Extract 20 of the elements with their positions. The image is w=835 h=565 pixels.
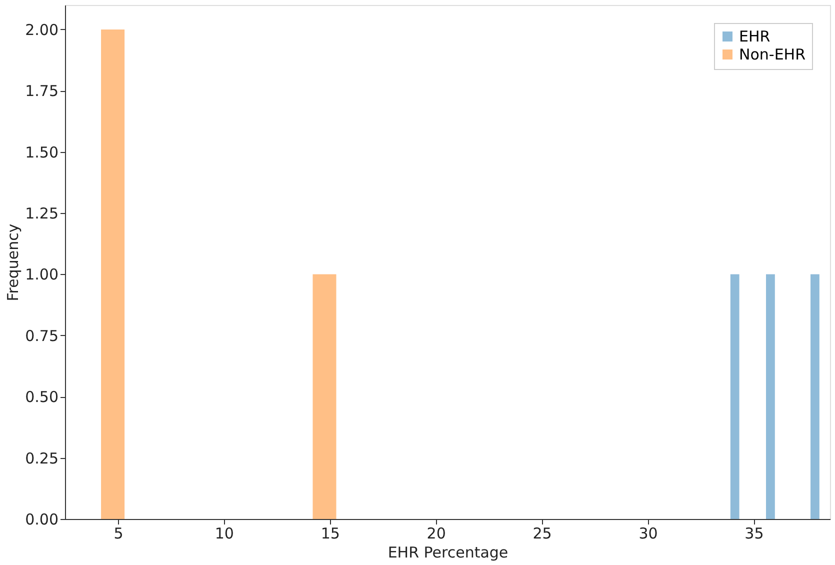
- x-tick-label: 25: [532, 524, 552, 542]
- y-tick-label: 1.75: [25, 82, 58, 100]
- y-tick-label: 1.00: [25, 266, 58, 284]
- y-tick-label: 1.25: [25, 204, 58, 223]
- y-tick-label: 0.75: [25, 326, 58, 345]
- x-tick-label: 10: [214, 524, 234, 542]
- x-tick-label: 5: [114, 524, 124, 542]
- y-tick-label: 0.00: [25, 510, 58, 528]
- y-tick-label: 0.50: [25, 388, 58, 406]
- legend-label: Non-EHR: [739, 46, 806, 64]
- x-axis-title: EHR Percentage: [388, 544, 508, 562]
- y-tick-label: 1.50: [25, 143, 58, 162]
- y-tick-label: 2.00: [25, 20, 58, 39]
- x-tick-label: 30: [638, 524, 658, 542]
- x-tick-label: 15: [320, 524, 340, 542]
- y-tick-label: 0.25: [25, 449, 58, 468]
- x-tick-label: 35: [744, 524, 764, 542]
- legend-label: EHR: [739, 28, 770, 46]
- x-tick-label: 20: [426, 524, 446, 542]
- y-axis-title: Frequency: [4, 224, 22, 302]
